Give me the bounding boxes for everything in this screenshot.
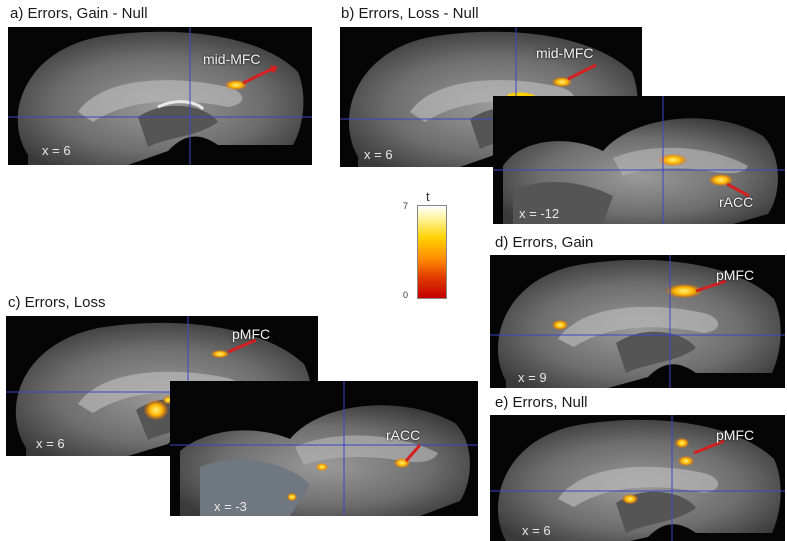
panel-b-title: b) Errors, Loss - Null bbox=[341, 5, 479, 22]
coord-label-b: x = 6 bbox=[364, 147, 393, 162]
coord-label-c: x = 6 bbox=[36, 436, 65, 451]
region-label-c: pMFC bbox=[232, 326, 270, 342]
region-label-a: mid-MFC bbox=[203, 51, 261, 67]
region-label-b2: rACC bbox=[719, 194, 753, 210]
region-label-b: mid-MFC bbox=[536, 45, 594, 61]
panel-e-slice: pMFC x = 6 bbox=[490, 415, 785, 541]
panel-b2-slice: rACC x = -12 bbox=[493, 96, 785, 224]
panel-e-title: e) Errors, Null bbox=[495, 394, 588, 411]
panel-a-title: a) Errors, Gain - Null bbox=[10, 5, 148, 22]
region-label-e: pMFC bbox=[716, 427, 754, 443]
coord-label-b2: x = -12 bbox=[519, 206, 559, 221]
colorbar-title: t bbox=[426, 189, 430, 204]
panel-c-title: c) Errors, Loss bbox=[8, 294, 106, 311]
coord-label-d: x = 9 bbox=[518, 370, 547, 385]
region-label-c2: rACC bbox=[386, 427, 420, 443]
panel-d-slice: pMFC x = 9 bbox=[490, 255, 785, 388]
colorbar-min: 0 bbox=[403, 290, 408, 300]
colorbar bbox=[417, 205, 447, 299]
colorbar-max: 7 bbox=[403, 201, 408, 211]
panel-c2-slice: rACC x = -3 bbox=[170, 381, 478, 516]
coord-label-a: x = 6 bbox=[42, 143, 71, 158]
coord-label-e: x = 6 bbox=[522, 523, 551, 538]
brain-slice-c2-image bbox=[170, 381, 478, 516]
region-label-d: pMFC bbox=[716, 267, 754, 283]
coord-label-c2: x = -3 bbox=[214, 499, 247, 514]
panel-a-slice: mid-MFC x = 6 bbox=[8, 27, 312, 165]
panel-d-title: d) Errors, Gain bbox=[495, 234, 593, 251]
